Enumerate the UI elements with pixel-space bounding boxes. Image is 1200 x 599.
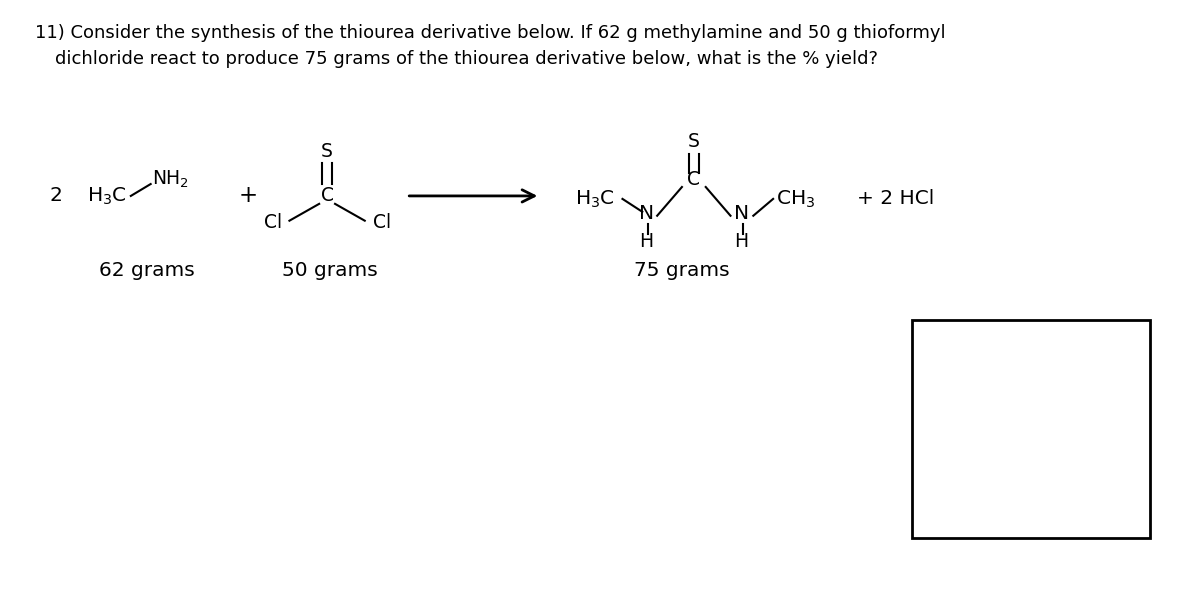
Text: N: N [638,204,654,223]
Text: H$_3$C: H$_3$C [575,188,614,210]
Text: Cl: Cl [264,213,282,232]
Text: Cl: Cl [372,213,391,232]
Text: N: N [734,204,749,223]
Text: C: C [688,170,701,189]
Text: 11) Consider the synthesis of the thiourea derivative below. If 62 g methylamine: 11) Consider the synthesis of the thiour… [35,25,946,43]
Text: CH$_3$: CH$_3$ [776,188,815,210]
Text: 62 grams: 62 grams [100,261,194,280]
Text: + 2 HCl: + 2 HCl [857,189,935,208]
Text: 2: 2 [49,186,62,205]
Text: S: S [688,132,700,151]
Bar [912,320,1150,538]
Text: H: H [734,232,749,251]
Text: H$_3$C: H$_3$C [88,185,127,207]
Text: NH$_2$: NH$_2$ [151,168,188,190]
Text: dichloride react to produce 75 grams of the thiourea derivative below, what is t: dichloride react to produce 75 grams of … [54,50,877,68]
Text: S: S [322,142,334,161]
Text: +: + [239,184,257,207]
Text: 50 grams: 50 grams [282,261,378,280]
Text: C: C [320,186,334,205]
Text: 75 grams: 75 grams [635,261,730,280]
Text: H: H [640,232,653,251]
